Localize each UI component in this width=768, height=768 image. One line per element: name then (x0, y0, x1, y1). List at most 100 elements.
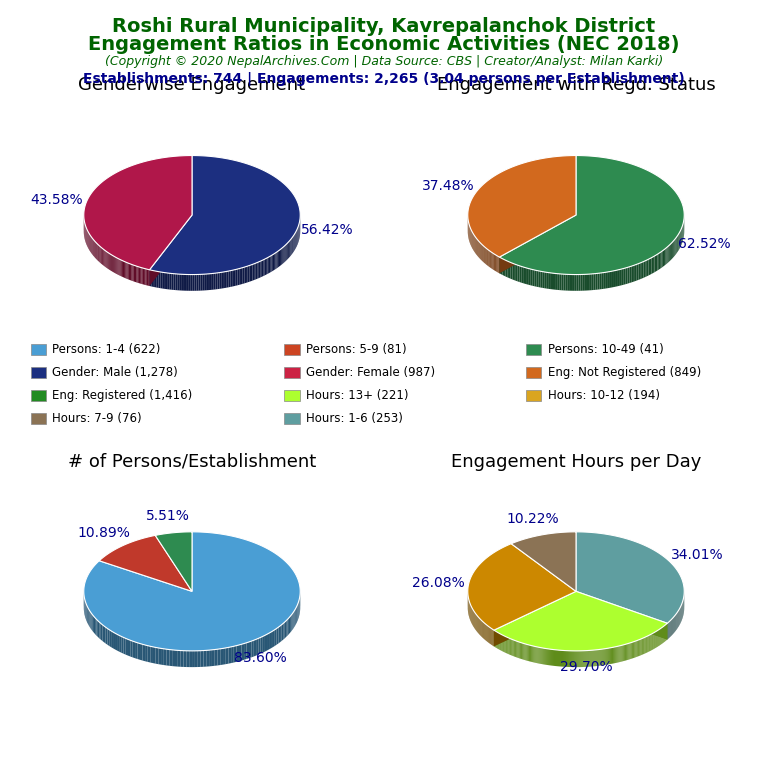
Polygon shape (557, 650, 558, 667)
Polygon shape (548, 649, 549, 665)
Polygon shape (549, 649, 550, 665)
Polygon shape (195, 650, 198, 667)
Polygon shape (665, 248, 667, 265)
Polygon shape (288, 241, 289, 259)
Title: Engagement Hours per Day: Engagement Hours per Day (451, 453, 701, 471)
Polygon shape (494, 254, 495, 271)
Polygon shape (670, 243, 671, 261)
Polygon shape (608, 272, 610, 288)
Polygon shape (606, 272, 608, 289)
Polygon shape (493, 253, 494, 270)
Polygon shape (547, 273, 549, 289)
Polygon shape (552, 650, 553, 666)
Polygon shape (286, 243, 287, 260)
Polygon shape (566, 274, 568, 290)
Title: # of Persons/Establishment: # of Persons/Establishment (68, 453, 316, 471)
Polygon shape (229, 270, 230, 287)
Polygon shape (269, 632, 271, 650)
Polygon shape (598, 650, 599, 666)
Polygon shape (530, 645, 531, 662)
Polygon shape (148, 270, 150, 286)
Polygon shape (585, 274, 587, 290)
Polygon shape (494, 591, 667, 650)
Polygon shape (101, 247, 102, 264)
Polygon shape (102, 248, 103, 265)
Polygon shape (511, 263, 512, 280)
Polygon shape (110, 254, 111, 271)
Text: 5.51%: 5.51% (146, 509, 190, 523)
Text: Establishments: 744 | Engagements: 2,265 (3.04 persons per Establishment): Establishments: 744 | Engagements: 2,265… (83, 72, 685, 86)
Polygon shape (206, 274, 208, 290)
Polygon shape (124, 261, 125, 278)
Polygon shape (564, 650, 565, 667)
Polygon shape (126, 638, 128, 656)
Polygon shape (280, 249, 281, 266)
Polygon shape (504, 260, 505, 276)
Polygon shape (207, 650, 209, 667)
Polygon shape (143, 268, 144, 285)
Polygon shape (269, 257, 270, 273)
Polygon shape (103, 249, 104, 266)
Polygon shape (637, 263, 638, 280)
Text: Hours: 10-12 (194): Hours: 10-12 (194) (548, 389, 660, 402)
Polygon shape (525, 644, 526, 660)
Polygon shape (584, 650, 585, 667)
Polygon shape (514, 264, 516, 281)
Polygon shape (639, 640, 640, 656)
Polygon shape (161, 648, 164, 665)
Polygon shape (521, 266, 523, 283)
Polygon shape (638, 263, 641, 280)
Polygon shape (624, 268, 626, 285)
Polygon shape (153, 270, 155, 287)
Polygon shape (84, 531, 300, 650)
Polygon shape (193, 274, 194, 291)
Polygon shape (538, 271, 541, 287)
Polygon shape (576, 274, 578, 291)
Polygon shape (559, 650, 560, 667)
Polygon shape (542, 648, 543, 664)
Polygon shape (555, 273, 558, 290)
Polygon shape (545, 272, 547, 289)
Polygon shape (657, 253, 659, 270)
Polygon shape (249, 641, 251, 658)
Polygon shape (251, 641, 253, 657)
Polygon shape (231, 646, 233, 663)
Polygon shape (638, 640, 639, 657)
Polygon shape (508, 638, 509, 654)
Polygon shape (498, 257, 499, 273)
Polygon shape (280, 624, 282, 642)
Polygon shape (651, 257, 653, 274)
Polygon shape (621, 645, 622, 661)
Polygon shape (181, 274, 183, 290)
Polygon shape (622, 269, 624, 285)
Polygon shape (259, 261, 260, 278)
Title: Engagement with Regd. Status: Engagement with Regd. Status (437, 77, 715, 94)
Polygon shape (187, 274, 189, 291)
Text: 34.01%: 34.01% (671, 548, 723, 561)
Text: Gender: Male (1,278): Gender: Male (1,278) (52, 366, 178, 379)
Text: Eng: Registered (1,416): Eng: Registered (1,416) (52, 389, 193, 402)
Title: Genderwise Engagement: Genderwise Engagement (78, 77, 306, 94)
Polygon shape (179, 274, 181, 290)
Polygon shape (660, 252, 661, 269)
Polygon shape (263, 635, 265, 653)
Polygon shape (589, 274, 591, 290)
Polygon shape (620, 646, 621, 662)
Polygon shape (89, 609, 90, 627)
Polygon shape (248, 266, 250, 283)
Polygon shape (166, 273, 168, 290)
Polygon shape (551, 273, 553, 290)
Polygon shape (118, 259, 120, 276)
Polygon shape (137, 643, 140, 660)
Polygon shape (570, 650, 571, 667)
Polygon shape (291, 614, 293, 631)
Polygon shape (535, 647, 537, 663)
Polygon shape (512, 640, 513, 656)
Polygon shape (97, 619, 98, 637)
Polygon shape (208, 273, 210, 290)
Polygon shape (285, 244, 286, 261)
Text: 56.42%: 56.42% (301, 223, 354, 237)
Polygon shape (133, 265, 134, 281)
Polygon shape (156, 647, 158, 664)
Polygon shape (627, 266, 630, 283)
